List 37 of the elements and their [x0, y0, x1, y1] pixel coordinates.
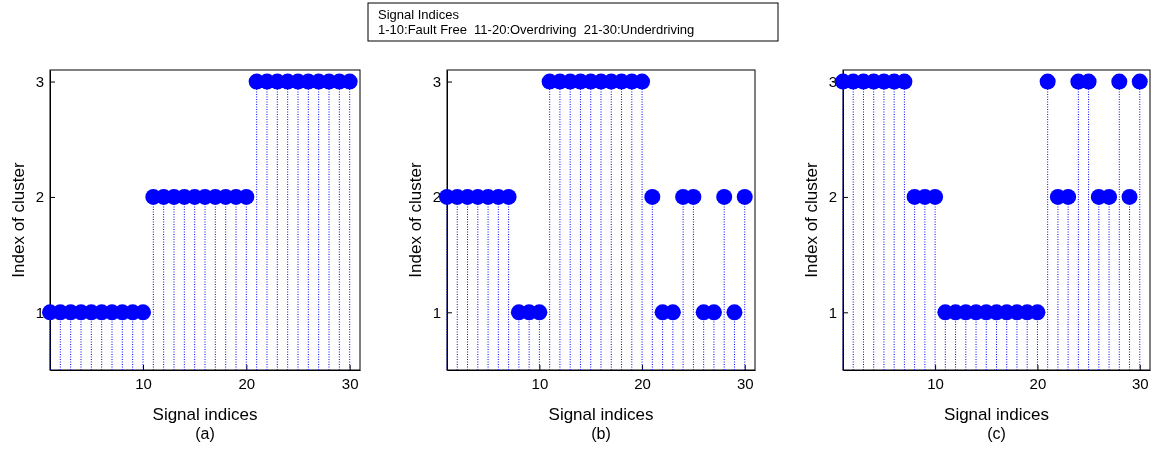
- x-axis-title: Signal indices: [152, 405, 258, 424]
- point: [716, 188, 733, 205]
- y-tick-label: 1: [432, 303, 441, 321]
- point: [1039, 73, 1056, 90]
- x-axis-title: Signal indices: [944, 405, 1049, 424]
- point: [1121, 188, 1138, 205]
- x-tick-label: 10: [927, 374, 944, 392]
- point: [736, 188, 753, 205]
- x-tick-label: 30: [1131, 374, 1149, 392]
- point: [726, 304, 743, 321]
- text: (a): [195, 425, 215, 442]
- y-axis-title: Index of cluster: [406, 162, 425, 278]
- x-tick-label: 30: [736, 374, 754, 392]
- text: (c): [987, 425, 1006, 442]
- point: [1131, 73, 1148, 90]
- x-axis-title: Signal indices: [548, 405, 654, 424]
- y-tick-label: 3: [35, 72, 44, 90]
- x-tick-label: 30: [341, 374, 359, 392]
- point: [135, 304, 151, 321]
- point: [644, 188, 661, 205]
- x-tick-label: 10: [135, 374, 152, 392]
- y-tick-label: 2: [35, 188, 44, 206]
- x-tick-label: 10: [531, 374, 549, 392]
- x-tick-label: 20: [634, 374, 651, 392]
- text: (b): [591, 425, 611, 442]
- y-axis-title: Index of cluster: [9, 162, 28, 278]
- text: Signal Indices: [378, 7, 460, 22]
- y-tick-label: 3: [828, 72, 837, 90]
- point: [1111, 73, 1128, 90]
- text: 1-10:Fault Free 11-20:Overdriving 21-30:Underdriving: [378, 22, 695, 37]
- x-tick-label: 20: [238, 374, 256, 392]
- x-tick-label: 20: [1029, 374, 1047, 392]
- y-tick-label: 1: [828, 303, 837, 321]
- y-tick-label: 3: [432, 72, 441, 90]
- y-tick-label: 2: [828, 188, 837, 206]
- y-axis-title: Index of cluster: [802, 162, 821, 278]
- point: [634, 73, 651, 90]
